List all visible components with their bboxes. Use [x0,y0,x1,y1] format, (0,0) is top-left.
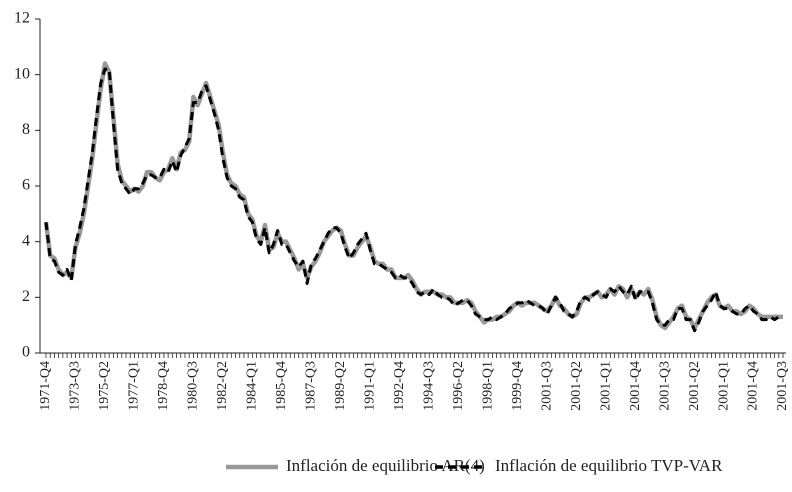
x-tick-label: 1980-Q3 [186,361,201,411]
x-tick-label: 2001-Q1 [598,361,613,411]
x-tick-label: 2001-Q4 [628,361,643,411]
x-tick-label: 1987-Q3 [304,361,319,411]
x-tick-label: 1999-Q4 [510,361,525,411]
legend-label: Inflación de equilibrio TVP-VAR [495,456,723,475]
x-tick-label: 2001-Q4 [746,361,761,411]
x-tick-label: 1978-Q4 [156,361,171,411]
y-tick-label: 8 [22,121,30,138]
x-tick-label: 1985-Q4 [274,361,289,411]
series-line [43,61,783,331]
x-tick-label: 2001-Q3 [657,361,672,411]
x-tick-label: 1992-Q4 [392,361,407,411]
x-tick-label: 2001-Q1 [716,361,731,411]
x-tick-label: 1977-Q1 [127,361,142,411]
y-tick-label: 12 [14,10,30,27]
x-tick-label: 1994-Q3 [421,361,436,411]
x-tick-label: 2001-Q3 [539,361,554,411]
x-tick-label: 1971-Q4 [38,361,53,411]
y-tick-label: 4 [22,232,30,249]
x-tick-label: 1984-Q1 [245,361,260,411]
x-tick-label: 1996-Q2 [451,361,466,411]
x-tick-label: 1975-Q2 [97,361,112,411]
x-tick-label: 2001-Q2 [569,361,584,411]
x-tick-label: 2001-Q2 [687,361,702,411]
x-tick-label: 2001-Q3 [775,361,790,411]
x-tick-label: 1973-Q3 [68,361,83,411]
legend-label: Inflación de equilibrio AR(4) [286,456,485,475]
x-tick-label: 1989-Q2 [333,361,348,411]
y-tick-label: 10 [14,65,30,82]
series-line [44,67,783,333]
x-tick-label: 1982-Q2 [215,361,230,411]
x-tick-label: 1991-Q1 [362,361,377,411]
y-tick-label: 6 [22,177,30,194]
x-tick-label: 1998-Q1 [480,361,495,411]
y-tick-label: 0 [22,344,30,361]
y-tick-label: 2 [22,288,30,305]
